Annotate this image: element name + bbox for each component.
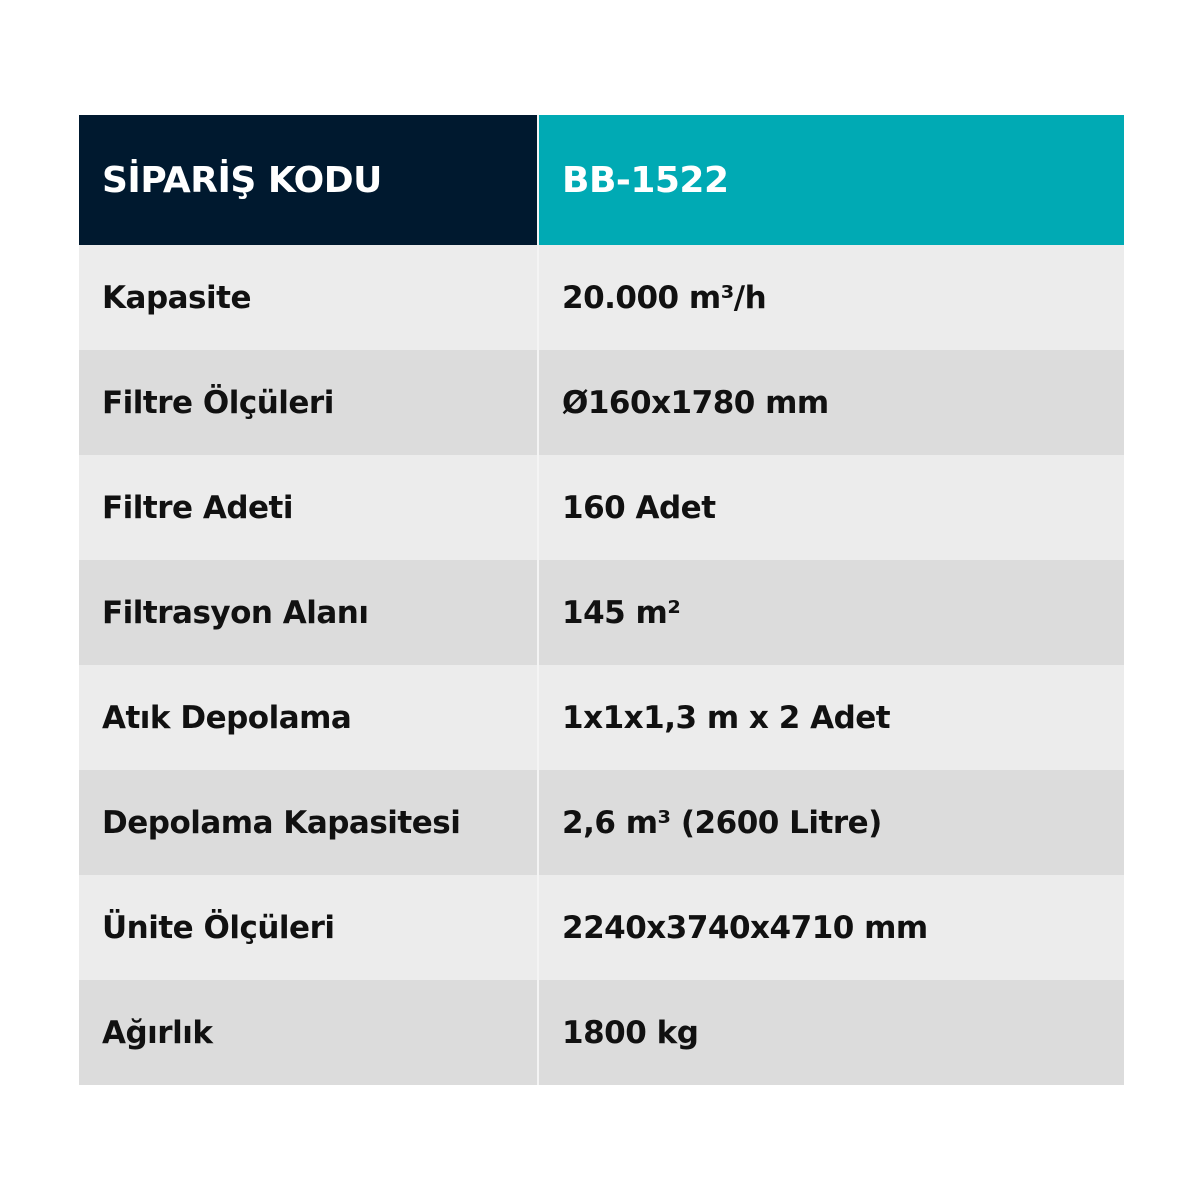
row-value: 145 m² — [538, 560, 1124, 665]
row-label: Kapasite — [79, 245, 539, 350]
row-value: 2,6 m³ (2600 Litre) — [538, 770, 1124, 875]
row-value: 160 Adet — [538, 455, 1124, 560]
row-value: Ø160x1780 mm — [538, 350, 1124, 455]
row-value: 2240x3740x4710 mm — [538, 875, 1124, 980]
row-label: Filtre Adeti — [79, 455, 539, 560]
order-code-label: SİPARİŞ KODU — [79, 115, 539, 245]
row-label: Ünite Ölçüleri — [79, 875, 539, 980]
row-value: 1x1x1,3 m x 2 Adet — [538, 665, 1124, 770]
row-label: Ağırlık — [79, 980, 539, 1085]
table-row: Kapasite 20.000 m³/h — [79, 245, 1124, 350]
row-label: Filtrasyon Alanı — [79, 560, 539, 665]
table-row: Depolama Kapasitesi 2,6 m³ (2600 Litre) — [79, 770, 1124, 875]
row-value: 1800 kg — [538, 980, 1124, 1085]
spec-table: SİPARİŞ KODU BB-1522 Kapasite 20.000 m³/… — [79, 115, 1124, 1085]
row-label: Filtre Ölçüleri — [79, 350, 539, 455]
row-value: 20.000 m³/h — [538, 245, 1124, 350]
table-row: Ünite Ölçüleri 2240x3740x4710 mm — [79, 875, 1124, 980]
table-row: Filtrasyon Alanı 145 m² — [79, 560, 1124, 665]
table-row: Ağırlık 1800 kg — [79, 980, 1124, 1085]
row-label: Depolama Kapasitesi — [79, 770, 539, 875]
table-row: Filtre Ölçüleri Ø160x1780 mm — [79, 350, 1124, 455]
table-row: Filtre Adeti 160 Adet — [79, 455, 1124, 560]
table-row: Atık Depolama 1x1x1,3 m x 2 Adet — [79, 665, 1124, 770]
order-code-value: BB-1522 — [538, 115, 1124, 245]
table-header-row: SİPARİŞ KODU BB-1522 — [79, 115, 1124, 245]
row-label: Atık Depolama — [79, 665, 539, 770]
